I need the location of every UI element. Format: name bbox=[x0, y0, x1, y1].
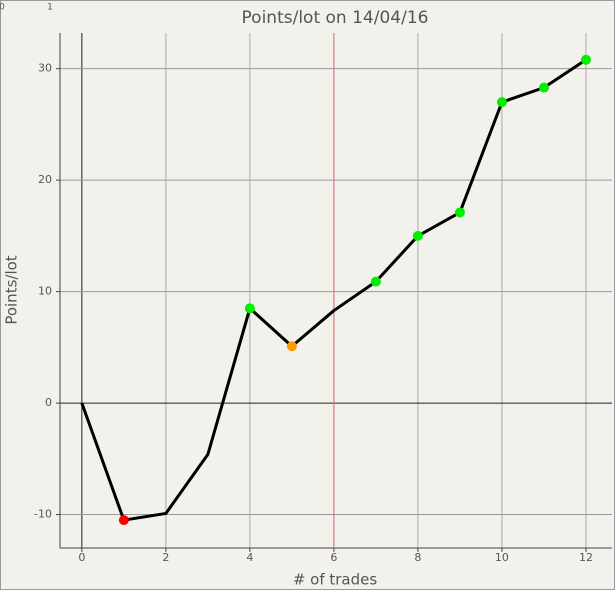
point bbox=[538, 82, 549, 93]
point bbox=[496, 97, 507, 108]
y-tick-label: 20 bbox=[38, 173, 52, 186]
x-tick-label: 6 bbox=[330, 551, 337, 564]
ruler-label: 1 bbox=[47, 3, 53, 13]
point bbox=[580, 54, 591, 65]
x-tick-label: 8 bbox=[414, 551, 421, 564]
y-axis-title: Points/lot bbox=[3, 255, 21, 324]
point bbox=[412, 230, 423, 241]
point bbox=[118, 515, 129, 526]
chart-title: Points/lot on 14/04/16 bbox=[242, 8, 429, 28]
ruler-label: 0 bbox=[0, 3, 5, 13]
point bbox=[286, 341, 297, 352]
x-tick-label: 12 bbox=[579, 551, 593, 564]
x-tick-label: 10 bbox=[495, 551, 509, 564]
point bbox=[454, 207, 465, 218]
x-tick-label: 2 bbox=[162, 551, 169, 564]
y-tick-label: 10 bbox=[38, 285, 52, 298]
x-axis-title: # of trades bbox=[293, 571, 378, 589]
y-tick-label: 30 bbox=[38, 62, 52, 75]
y-tick-label: -10 bbox=[34, 508, 52, 521]
x-tick-label: 4 bbox=[246, 551, 253, 564]
x-tick-label: 0 bbox=[78, 551, 85, 564]
point bbox=[370, 276, 381, 287]
y-tick-label: 0 bbox=[45, 396, 52, 409]
point bbox=[244, 303, 255, 314]
